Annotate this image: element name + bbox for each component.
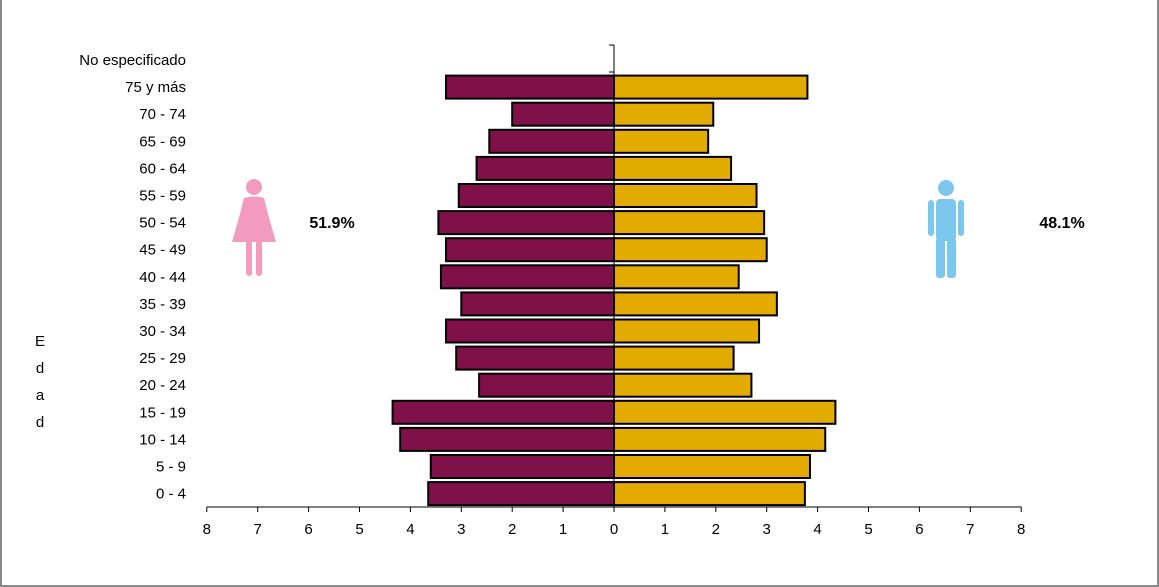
male-bar	[614, 401, 835, 424]
male-bar	[614, 130, 708, 153]
category-label: 70 - 74	[139, 106, 186, 123]
male-bar	[614, 103, 713, 126]
female-bar	[438, 211, 614, 234]
female-bar	[431, 455, 614, 478]
male-bar	[614, 347, 734, 370]
male-bar	[614, 320, 759, 343]
y-axis-title-letter: d	[36, 414, 44, 431]
x-tick-label: 4	[406, 521, 414, 538]
female-bar	[446, 320, 614, 343]
category-label: 0 - 4	[156, 486, 186, 503]
female-percentage: 51.9%	[309, 215, 354, 232]
category-label: 65 - 69	[139, 133, 186, 150]
x-tick-label: 6	[915, 521, 923, 538]
category-label: 30 - 34	[139, 323, 186, 340]
category-label: 50 - 54	[139, 215, 186, 232]
y-axis-title-letter: E	[35, 333, 45, 350]
category-label: 5 - 9	[156, 459, 186, 476]
male-bar	[614, 238, 767, 261]
female-bar	[479, 374, 614, 397]
female-bar	[489, 130, 614, 153]
female-bar	[428, 482, 614, 505]
x-tick-label: 7	[966, 521, 974, 538]
x-axis: 8 7 6 5 4 3 2 1 0 1 2 3 4 5 6 7 8	[203, 45, 1026, 538]
category-label: 15 - 19	[139, 404, 186, 421]
male-bar	[614, 374, 751, 397]
x-tick-label: 7	[254, 521, 262, 538]
category-label: 75 y más	[125, 79, 186, 96]
category-label: No especificado	[79, 52, 186, 69]
category-label: 60 - 64	[139, 160, 186, 177]
male-percentage: 48.1%	[1039, 215, 1084, 232]
x-tick-label: 6	[304, 521, 312, 538]
male-bar	[614, 292, 777, 315]
category-label: 40 - 44	[139, 269, 186, 286]
x-tick-label: 8	[1017, 521, 1025, 538]
female-bar	[446, 238, 614, 261]
male-bar	[614, 184, 757, 207]
category-label: 35 - 39	[139, 296, 186, 313]
female-bar	[393, 401, 614, 424]
x-tick-label: 2	[712, 521, 720, 538]
woman-icon	[232, 179, 276, 276]
x-tick-label: 0	[610, 521, 618, 538]
category-labels: No especificado 75 y más 70 - 74 65 - 69 60 …	[79, 52, 186, 503]
x-tick-label: 5	[355, 521, 363, 538]
female-bar	[446, 76, 614, 99]
male-bar	[614, 211, 764, 234]
male-bar	[614, 428, 825, 451]
female-bar	[512, 103, 614, 126]
female-bar	[441, 265, 614, 288]
y-axis-title-letter: a	[36, 387, 45, 404]
female-bar	[477, 157, 614, 180]
category-label: 55 - 59	[139, 188, 186, 205]
y-axis-title-letter: d	[36, 360, 44, 377]
category-label: 10 - 14	[139, 431, 186, 448]
female-bar	[400, 428, 614, 451]
female-bar	[461, 292, 614, 315]
x-tick-label: 3	[457, 521, 465, 538]
category-label: 45 - 49	[139, 242, 186, 259]
male-bar	[614, 455, 810, 478]
x-tick-label: 8	[203, 521, 211, 538]
female-bar	[459, 184, 614, 207]
x-tick-label: 5	[864, 521, 872, 538]
x-tick-label: 1	[661, 521, 669, 538]
male-bar	[614, 265, 739, 288]
x-tick-label: 4	[813, 521, 821, 538]
category-label: 20 - 24	[139, 377, 186, 394]
female-bar	[456, 347, 614, 370]
male-bar	[614, 482, 805, 505]
male-bar	[614, 157, 731, 180]
category-label: 25 - 29	[139, 350, 186, 367]
x-tick-label: 3	[763, 521, 771, 538]
x-tick-label: 1	[559, 521, 567, 538]
man-icon	[928, 180, 964, 278]
male-bar	[614, 76, 807, 99]
x-tick-label: 2	[508, 521, 516, 538]
